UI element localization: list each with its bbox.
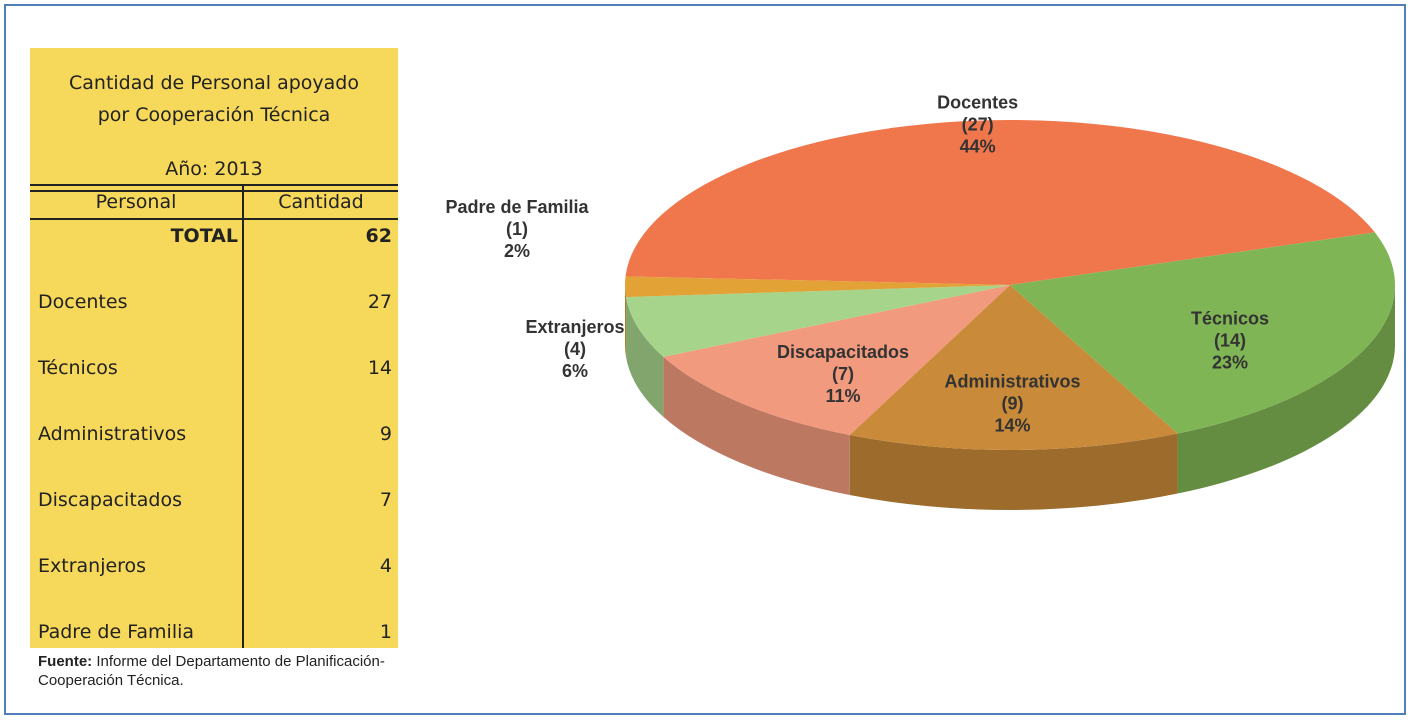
table: Cantidad de Personal apoyado por Coopera… [30,48,398,648]
total-label: TOTAL [170,225,238,247]
row-value: 9 [379,423,392,445]
slice-name: Docentes [937,93,1018,113]
slice-count: (1) [506,219,528,239]
slice-percent: 44% [960,137,996,157]
table-title: Cantidad de Personal apoyado [69,72,359,94]
slice-percent: 2% [504,241,530,261]
pie-side [1177,285,1395,494]
row-value: 14 [367,357,392,379]
slice-name: Técnicos [1191,309,1269,329]
slice-percent: 11% [825,386,860,406]
slice-name: Discapacitados [777,342,909,362]
pie-slice [625,120,1375,285]
table-year: Año: 2013 [165,158,263,180]
slice-count: (27) [962,115,994,135]
rule [30,184,398,186]
row-value: 27 [367,291,392,313]
row-value: 1 [379,621,392,643]
pie-side [625,285,627,358]
rule [242,185,244,648]
slice-percent: 23% [1212,353,1248,373]
slice-count: (4) [564,339,586,359]
slice-count: (9) [1001,393,1023,413]
rule [30,190,398,192]
slice-name: Padre de Familia [445,197,589,217]
pie-slice [1010,232,1395,434]
pie-side [663,356,850,496]
row-label: Docentes [38,291,128,313]
rule [30,218,398,220]
source: Fuente: Informe del Departamento de Plan… [38,652,398,690]
total-value: 62 [365,225,392,247]
pie-slice [849,285,1178,450]
slice-percent: 14% [994,415,1030,435]
slice-count: (7) [832,364,854,384]
header: Cantidad [278,191,364,213]
slice-count: (14) [1214,331,1246,351]
pie-side [849,433,1178,510]
slice-name: Administrativos [944,371,1080,391]
row-label: Extranjeros [38,555,147,577]
pie-slice [663,285,1010,436]
slice-name: Extranjeros [525,317,624,337]
frame [4,4,1406,715]
source-text: Informe del Departamento de Planificació… [38,653,385,689]
row-value: 4 [379,555,392,577]
row-label: Técnicos [38,357,118,379]
pie-slice [625,276,1010,298]
header: Personal [95,191,177,213]
pie-slice [626,285,1010,357]
row-label: Administrativos [38,423,187,445]
source-label: Fuente: [38,653,93,670]
row-label: Padre de Familia [38,621,195,643]
row-value: 7 [379,489,392,511]
pie-side [626,297,664,417]
table-title: por Cooperación Técnica [97,104,331,126]
slice-percent: 6% [562,361,588,381]
row-label: Discapacitados [38,489,183,511]
